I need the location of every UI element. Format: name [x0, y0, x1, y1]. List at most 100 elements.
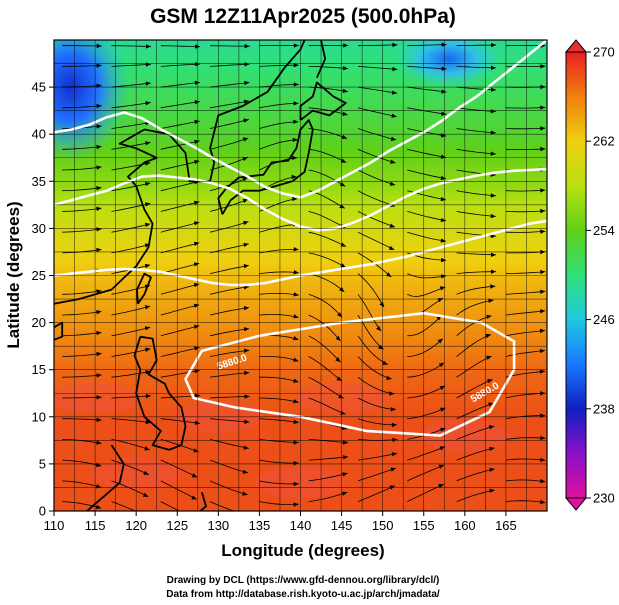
- streamline-arrow: [342, 455, 349, 460]
- streamline: [259, 480, 299, 485]
- streamline-arrow: [244, 419, 250, 424]
- streamline: [505, 415, 546, 420]
- streamline-arrow: [540, 269, 546, 275]
- streamline: [160, 263, 200, 274]
- streamline-arrow: [342, 472, 348, 477]
- streamline-arrow: [243, 326, 250, 332]
- streamline: [456, 252, 497, 256]
- streamline: [357, 452, 398, 461]
- streamline: [456, 447, 495, 461]
- streamline: [308, 169, 346, 187]
- streamline-arrow: [392, 66, 398, 72]
- streamline-arrow: [144, 305, 151, 310]
- streamline-arrow: [244, 370, 250, 376]
- streamline-arrow: [194, 80, 200, 86]
- streamline: [259, 103, 299, 109]
- streamline: [209, 480, 248, 496]
- streamline: [160, 370, 200, 378]
- streamline-arrow: [540, 146, 546, 152]
- streamline-arrow: [244, 62, 250, 67]
- streamline: [357, 128, 397, 141]
- streamline-arrow: [438, 362, 445, 368]
- streamline: [308, 491, 348, 502]
- streamline-arrow: [439, 446, 445, 451]
- y-tick-label: 25: [32, 268, 46, 283]
- y-tick-label: 40: [32, 127, 46, 142]
- colorbar: 230 238 246 254 262 270: [564, 39, 615, 511]
- streamline: [111, 439, 150, 451]
- streamline: [505, 210, 546, 213]
- streamline: [259, 459, 299, 464]
- x-tick-label: 165: [495, 518, 517, 533]
- streamline: [209, 501, 236, 511]
- streamline-arrow: [392, 437, 398, 443]
- streamline: [308, 397, 346, 415]
- x-tick-label: 140: [290, 518, 312, 533]
- streamline-arrow: [145, 44, 151, 49]
- credit-data: Data from http://database.rish.kyoto-u.a…: [166, 589, 440, 600]
- streamline-arrow: [490, 130, 496, 135]
- streamline-arrow: [342, 66, 349, 71]
- streamline: [407, 385, 446, 399]
- streamline-arrow: [490, 284, 496, 289]
- streamline-arrow: [96, 395, 102, 400]
- streamline-arrow: [488, 402, 494, 407]
- streamline-arrow: [96, 43, 102, 49]
- streamline-arrow: [292, 137, 298, 143]
- streamline: [111, 45, 152, 47]
- streamline-arrow: [439, 286, 446, 291]
- streamline-arrow: [194, 368, 200, 374]
- colorbar-tick-label: 270: [593, 45, 615, 60]
- y-tick-label: 20: [32, 315, 46, 330]
- streamline: [160, 347, 200, 357]
- streamline-arrow: [486, 355, 492, 360]
- streamline: [456, 107, 496, 112]
- streamline: [505, 458, 546, 461]
- streamline: [456, 190, 496, 197]
- streamline-arrow: [438, 464, 445, 469]
- streamline: [259, 501, 299, 506]
- streamline: [160, 82, 201, 88]
- colorbar-bar: [565, 51, 587, 499]
- streamline: [407, 86, 447, 93]
- streamline-arrow: [144, 326, 151, 331]
- streamline-arrow: [96, 351, 102, 357]
- colorbar-tick-label: 230: [593, 491, 615, 506]
- streamline-arrow: [96, 124, 102, 129]
- x-tick-label: 115: [85, 518, 106, 533]
- streamline-arrow: [145, 370, 151, 375]
- streamline: [160, 63, 201, 67]
- streamline-arrow: [338, 394, 344, 399]
- cold-pool: [393, 40, 504, 89]
- streamline: [62, 501, 102, 509]
- streamline: [456, 425, 495, 440]
- streamline: [259, 121, 299, 129]
- y-tick-label: 5: [39, 456, 46, 471]
- streamline-arrow: [144, 202, 151, 207]
- coastline: [54, 321, 64, 341]
- streamline: [456, 271, 497, 274]
- streamline-arrow: [192, 516, 198, 522]
- streamline: [456, 231, 496, 237]
- x-tick-label: 150: [372, 518, 394, 533]
- streamline: [259, 64, 299, 67]
- x-tick-label: 130: [207, 518, 229, 533]
- streamline: [111, 182, 151, 192]
- streamline: [357, 148, 396, 164]
- streamline: [160, 480, 197, 500]
- streamline: [505, 107, 546, 109]
- streamline-arrow: [243, 264, 249, 269]
- streamline: [505, 230, 546, 233]
- streamline-arrow: [293, 101, 299, 106]
- streamline: [160, 140, 200, 150]
- streamline-arrow: [292, 196, 298, 202]
- streamline-arrow: [244, 43, 250, 49]
- streamline-arrow: [388, 245, 395, 250]
- streamline: [407, 273, 447, 279]
- streamline-arrow: [340, 158, 347, 163]
- streamline: [407, 286, 446, 297]
- streamline: [111, 305, 151, 316]
- streamline-arrow: [490, 269, 496, 274]
- streamline-arrow: [339, 182, 346, 187]
- streamline: [160, 120, 200, 129]
